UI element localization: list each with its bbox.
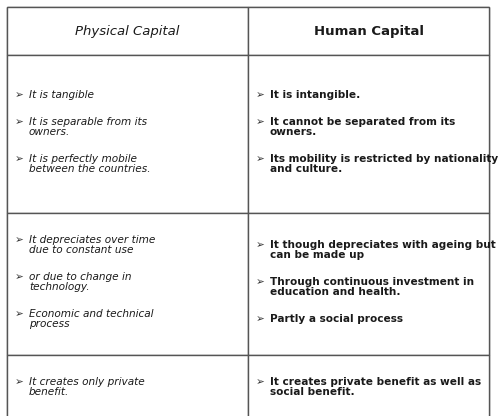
Text: benefit.: benefit. <box>29 387 69 397</box>
Text: It is tangible: It is tangible <box>29 90 94 100</box>
Text: Economic and technical: Economic and technical <box>29 309 153 319</box>
Text: It creates private benefit as well as: It creates private benefit as well as <box>270 377 481 387</box>
Text: ➢: ➢ <box>256 277 265 287</box>
Text: It creates only private: It creates only private <box>29 377 145 387</box>
Text: It depreciates over time: It depreciates over time <box>29 235 155 245</box>
Text: ➢: ➢ <box>256 314 265 324</box>
Text: process: process <box>29 319 70 329</box>
Text: owners.: owners. <box>270 127 317 137</box>
Text: ➢: ➢ <box>15 90 24 100</box>
Text: It though depreciates with ageing but: It though depreciates with ageing but <box>270 240 496 250</box>
Text: education and health.: education and health. <box>270 287 400 297</box>
Text: It is perfectly mobile: It is perfectly mobile <box>29 154 137 163</box>
Bar <box>7 213 248 355</box>
Text: between the countries.: between the countries. <box>29 164 150 174</box>
Text: Partly a social process: Partly a social process <box>270 314 403 324</box>
Text: ➢: ➢ <box>256 377 265 387</box>
Bar <box>7 355 248 416</box>
Bar <box>7 7 248 55</box>
Text: social benefit.: social benefit. <box>270 387 355 397</box>
Text: or due to change in: or due to change in <box>29 272 131 282</box>
Bar <box>248 355 489 416</box>
Text: Through continuous investment in: Through continuous investment in <box>270 277 474 287</box>
Text: ➢: ➢ <box>15 377 24 387</box>
Text: Its mobility is restricted by nationality: Its mobility is restricted by nationalit… <box>270 154 498 163</box>
Bar <box>7 55 248 213</box>
Text: Human Capital: Human Capital <box>314 25 423 37</box>
Bar <box>248 55 489 213</box>
Bar <box>248 7 489 55</box>
Text: Physical Capital: Physical Capital <box>75 25 180 37</box>
Text: It is intangible.: It is intangible. <box>270 90 360 100</box>
Text: ➢: ➢ <box>256 154 265 163</box>
Text: owners.: owners. <box>29 127 70 137</box>
Text: ➢: ➢ <box>256 116 265 127</box>
Text: ➢: ➢ <box>256 240 265 250</box>
Text: ➢: ➢ <box>15 154 24 163</box>
Text: ➢: ➢ <box>256 90 265 100</box>
Bar <box>248 213 489 355</box>
Text: ➢: ➢ <box>15 272 24 282</box>
Text: ➢: ➢ <box>15 309 24 319</box>
Text: can be made up: can be made up <box>270 250 364 260</box>
Text: It is separable from its: It is separable from its <box>29 116 147 127</box>
Text: It cannot be separated from its: It cannot be separated from its <box>270 116 455 127</box>
Text: ➢: ➢ <box>15 235 24 245</box>
Text: technology.: technology. <box>29 282 90 292</box>
Text: ➢: ➢ <box>15 116 24 127</box>
Text: and culture.: and culture. <box>270 164 342 174</box>
Text: due to constant use: due to constant use <box>29 245 133 255</box>
